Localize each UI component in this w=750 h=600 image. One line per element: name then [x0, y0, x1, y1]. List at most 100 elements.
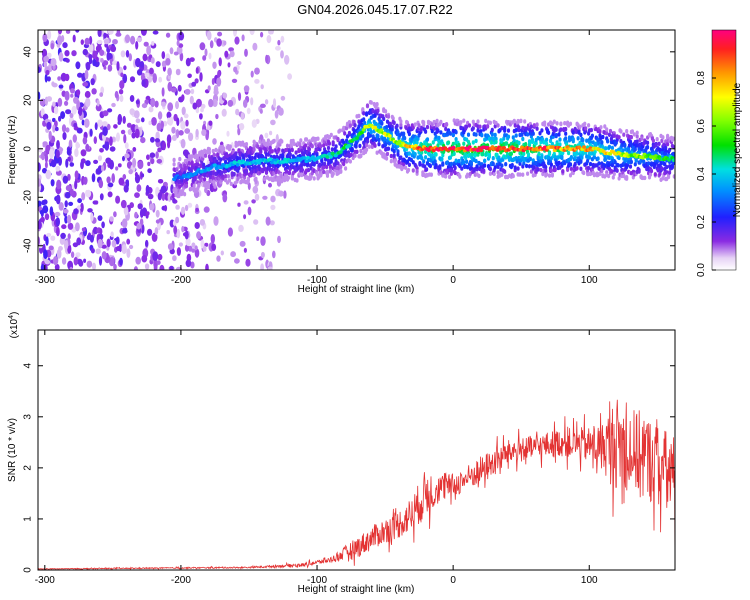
ridge-halo: [444, 174, 448, 179]
ridge-halo: [411, 125, 415, 130]
ridge-core: [235, 162, 240, 167]
noise-speck: [67, 233, 71, 240]
noise-speck: [150, 57, 155, 64]
noise-speck: [82, 136, 88, 145]
noise-speck: [140, 137, 146, 144]
ridge-halo: [312, 162, 316, 167]
noise-speck: [124, 142, 129, 149]
noise-speck: [105, 157, 112, 164]
noise-speck: [117, 113, 123, 124]
noise-speck: [132, 157, 137, 168]
noise-speck: [74, 148, 79, 158]
noise-speck: [121, 244, 127, 255]
noise-speck: [275, 134, 279, 144]
ridge-halo: [431, 140, 435, 145]
noise-speck: [139, 218, 144, 226]
y-tick-label: 0: [23, 567, 34, 573]
noise-speck: [93, 136, 98, 145]
noise-speck: [238, 224, 244, 232]
ridge-halo: [334, 144, 338, 149]
noise-speck: [38, 162, 41, 172]
ridge-halo: [211, 148, 215, 154]
ridge-halo: [365, 103, 370, 108]
ridge-halo: [607, 173, 611, 179]
noise-speck: [95, 248, 101, 255]
noise-speck: [69, 266, 73, 270]
noise-speck: [57, 30, 63, 35]
ridge-halo: [382, 116, 386, 122]
noise-speck: [122, 155, 125, 162]
noise-speck: [264, 132, 269, 139]
noise-speck: [249, 30, 255, 36]
noise-speck: [75, 222, 80, 232]
noise-speck: [71, 105, 77, 115]
noise-speck: [245, 258, 251, 267]
noise-speck: [129, 95, 135, 102]
noise-speck: [173, 225, 178, 235]
noise-speck: [85, 143, 90, 152]
ridge-halo: [250, 155, 254, 161]
ridge-halo: [649, 168, 654, 174]
noise-speck: [107, 182, 114, 188]
ridge-halo: [633, 147, 637, 152]
ridge-halo: [492, 171, 496, 177]
noise-speck: [44, 213, 50, 221]
noise-speck: [184, 230, 189, 240]
noise-speck: [161, 87, 165, 97]
ridge-halo: [554, 127, 558, 132]
noise-speck: [150, 158, 155, 165]
ridge-halo: [270, 167, 274, 173]
noise-speck: [118, 243, 122, 253]
noise-speck: [159, 264, 165, 270]
spectrogram-y-label: Frequency (Hz): [7, 116, 18, 185]
ridge-halo: [517, 125, 521, 130]
ridge-halo: [457, 142, 461, 148]
ridge-halo: [449, 168, 453, 173]
noise-speck: [86, 234, 91, 241]
noise-speck: [107, 30, 114, 35]
noise-speck: [88, 54, 93, 60]
y-tick-label: 1: [23, 516, 34, 522]
noise-speck: [99, 228, 103, 235]
ridge-halo: [287, 170, 291, 176]
noise-speck: [167, 243, 174, 251]
ridge-halo: [294, 150, 298, 155]
ridge-halo: [393, 158, 397, 163]
ridge-halo: [280, 139, 284, 144]
ridge-halo: [478, 124, 482, 129]
ridge-halo: [581, 137, 585, 143]
noise-speck: [208, 98, 214, 108]
ridge-halo: [534, 141, 538, 146]
noise-speck: [82, 81, 89, 87]
noise-speck: [121, 229, 128, 234]
ridge-halo: [558, 137, 562, 142]
noise-speck: [136, 222, 142, 230]
noise-speck: [45, 169, 52, 180]
noise-speck: [167, 67, 172, 77]
ridge-halo: [399, 119, 403, 124]
ridge-halo: [637, 169, 641, 174]
ridge-halo: [519, 118, 523, 124]
noise-speck: [206, 125, 211, 131]
noise-speck: [61, 224, 67, 230]
ridge-halo: [213, 184, 217, 189]
noise-speck: [80, 39, 85, 45]
ridge-halo: [306, 167, 311, 173]
snr-y-label: SNR (10 * v/v): [7, 418, 18, 482]
noise-speck: [86, 260, 93, 268]
ridge-halo: [672, 152, 675, 157]
noise-speck: [185, 57, 191, 67]
ridge-halo: [329, 132, 333, 138]
ridge-halo: [396, 149, 400, 154]
ridge-halo: [362, 117, 366, 122]
noise-speck: [149, 152, 156, 158]
noise-speck: [161, 192, 166, 201]
snr-x-ticks: -300 -200 -100 0 100: [35, 330, 598, 586]
noise-speck: [185, 119, 189, 127]
ridge-halo: [474, 138, 478, 144]
noise-speck: [157, 147, 162, 153]
noise-speck: [135, 118, 141, 124]
noise-speck: [234, 258, 240, 264]
noise-speck: [53, 106, 59, 115]
ridge-halo: [318, 162, 322, 167]
